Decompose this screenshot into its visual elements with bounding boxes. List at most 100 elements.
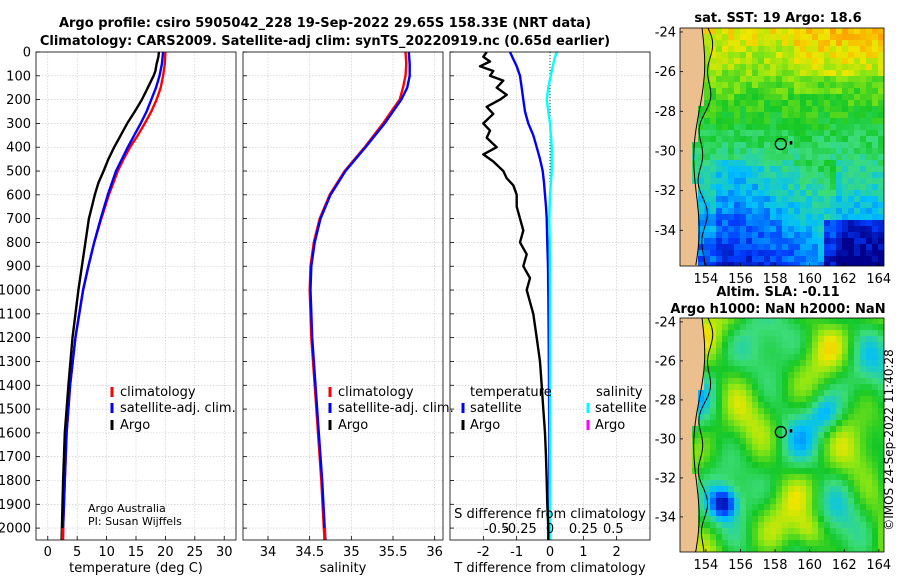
map-cell <box>686 202 693 209</box>
map-cell <box>818 510 825 517</box>
map-cell <box>878 136 884 143</box>
legend-label-satellite: satellite-adj. clim. <box>120 401 236 416</box>
map-cell <box>872 420 879 427</box>
map-cell <box>818 348 825 355</box>
map-cell <box>860 262 867 266</box>
map-cell <box>740 348 747 355</box>
map-cell <box>728 112 735 119</box>
map-cell <box>866 420 873 427</box>
map-cell <box>842 330 849 337</box>
map-cell <box>806 70 813 77</box>
map-cell <box>734 160 741 167</box>
map-cell <box>716 474 723 481</box>
map-cell <box>854 118 861 125</box>
map-cell <box>770 522 777 529</box>
map-cell <box>746 136 753 143</box>
map-cell <box>716 88 723 95</box>
map-cell <box>680 88 687 95</box>
map-cell <box>758 100 765 107</box>
map-cell <box>680 354 687 361</box>
map-cell <box>686 402 693 409</box>
map-cell <box>686 166 693 173</box>
map-cell <box>854 330 861 337</box>
map-cell <box>788 378 795 385</box>
y-tick-label: -24 <box>655 315 676 330</box>
map-cell <box>806 348 813 355</box>
map-cell <box>752 474 759 481</box>
map-cell <box>830 450 837 457</box>
map-cell <box>680 444 687 451</box>
map-cell <box>770 124 777 131</box>
map-cell <box>704 238 711 245</box>
map-cell <box>782 184 789 191</box>
map-cell <box>752 214 759 221</box>
map-cell <box>776 106 783 113</box>
map-cell <box>698 414 705 421</box>
map-cell <box>836 426 843 433</box>
map-cell <box>848 214 855 221</box>
map-cell <box>854 142 861 149</box>
map-cell <box>752 426 759 433</box>
map-cell <box>878 348 884 355</box>
map-cell <box>716 76 723 83</box>
map-cell <box>758 510 765 517</box>
map-cell <box>758 124 765 131</box>
map-cell <box>842 534 849 541</box>
map-cell <box>740 426 747 433</box>
map-cell <box>728 360 735 367</box>
map-cell <box>782 154 789 161</box>
map-cell <box>680 256 687 263</box>
map-cell <box>686 148 693 155</box>
map-cell <box>764 190 771 197</box>
map-cell <box>692 28 699 35</box>
map-cell <box>788 76 795 83</box>
map-cell <box>872 178 879 185</box>
map-cell <box>752 396 759 403</box>
map-cell <box>812 510 819 517</box>
map-cell <box>824 184 831 191</box>
map-cell <box>734 402 741 409</box>
map-cell <box>692 444 699 451</box>
map-cell <box>770 396 777 403</box>
map-cell <box>728 262 735 266</box>
map-cell <box>836 28 843 35</box>
map-cell <box>824 70 831 77</box>
map-cell <box>686 94 693 101</box>
map-cell <box>872 324 879 331</box>
map-cell <box>800 202 807 209</box>
map-cell <box>854 46 861 53</box>
map-cell <box>782 366 789 373</box>
map-cell <box>716 492 723 499</box>
map-cell <box>800 360 807 367</box>
map-cell <box>728 318 735 325</box>
map-cell <box>770 444 777 451</box>
map-cell <box>878 226 884 233</box>
map-cell <box>878 384 884 391</box>
map-cell <box>842 480 849 487</box>
map-cell <box>692 106 699 113</box>
map-cell <box>758 232 765 239</box>
y-tick-label: 900 <box>6 260 31 275</box>
map-cell <box>710 444 717 451</box>
map-cell <box>836 498 843 505</box>
map-cell <box>842 46 849 53</box>
map-cell <box>734 348 741 355</box>
map-cell <box>746 160 753 167</box>
map-cell <box>764 64 771 71</box>
map-cell <box>686 408 693 415</box>
map-cell <box>806 522 813 529</box>
map-cell <box>752 480 759 487</box>
map-cell <box>866 166 873 173</box>
map-cell <box>824 330 831 337</box>
map-cell <box>836 324 843 331</box>
map-cell <box>734 396 741 403</box>
map-cell <box>872 94 879 101</box>
map-cell <box>686 208 693 215</box>
map-cell <box>812 244 819 251</box>
map-cell <box>806 238 813 245</box>
map-cell <box>704 112 711 119</box>
map-cell <box>734 456 741 463</box>
map-cell <box>734 88 741 95</box>
map-cell <box>878 354 884 361</box>
